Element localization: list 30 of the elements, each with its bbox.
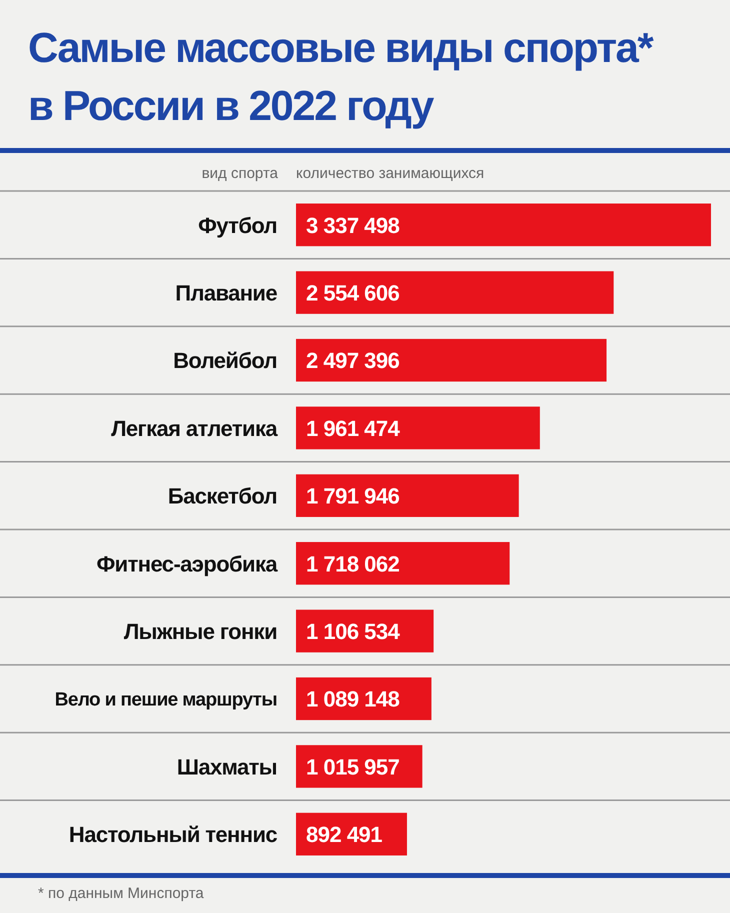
y-tick-label: Настольный теннис: [68, 822, 278, 848]
data-label: 1 089 148: [306, 686, 400, 712]
chart-title: Самые массовые виды спорта* в России в 2022 году: [28, 24, 654, 129]
data-label: 892 491: [306, 822, 382, 848]
y-tick-label: Футбол: [198, 212, 277, 238]
y-tick-label: Легкая атлетика: [111, 416, 278, 441]
bar: [296, 271, 614, 314]
bar: [296, 474, 519, 517]
data-label: 1 791 946: [306, 484, 400, 509]
y-tick-label: Шахматы: [176, 754, 277, 780]
bar: [296, 406, 540, 450]
data-label: 1 718 062: [306, 551, 400, 576]
data-label: 1 106 534: [306, 618, 401, 644]
data-label: 2 554 606: [306, 280, 400, 306]
data-label: 2 497 396: [306, 348, 400, 374]
y-tick-label: Волейбол: [173, 348, 277, 374]
data-label: 1 961 474: [306, 416, 401, 441]
data-label: 1 015 957: [306, 754, 400, 780]
y-axis-title: вид спорта: [202, 165, 279, 182]
text: * по данным Минспорта: [38, 885, 204, 902]
bar: [296, 204, 711, 246]
y-tick-label: Фитнес-аэробика: [96, 551, 278, 576]
y-tick-label: Плавание: [175, 280, 278, 306]
data-label: 3 337 498: [306, 212, 400, 238]
bar: [296, 542, 510, 585]
y-tick-label: Вело и пешие маршруты: [54, 690, 277, 711]
x-axis-title: количество занимающихся: [296, 165, 484, 182]
y-tick-label: Лыжные гонки: [124, 618, 277, 644]
bar: [296, 338, 607, 382]
y-tick-label: Баскетбол: [168, 484, 277, 509]
